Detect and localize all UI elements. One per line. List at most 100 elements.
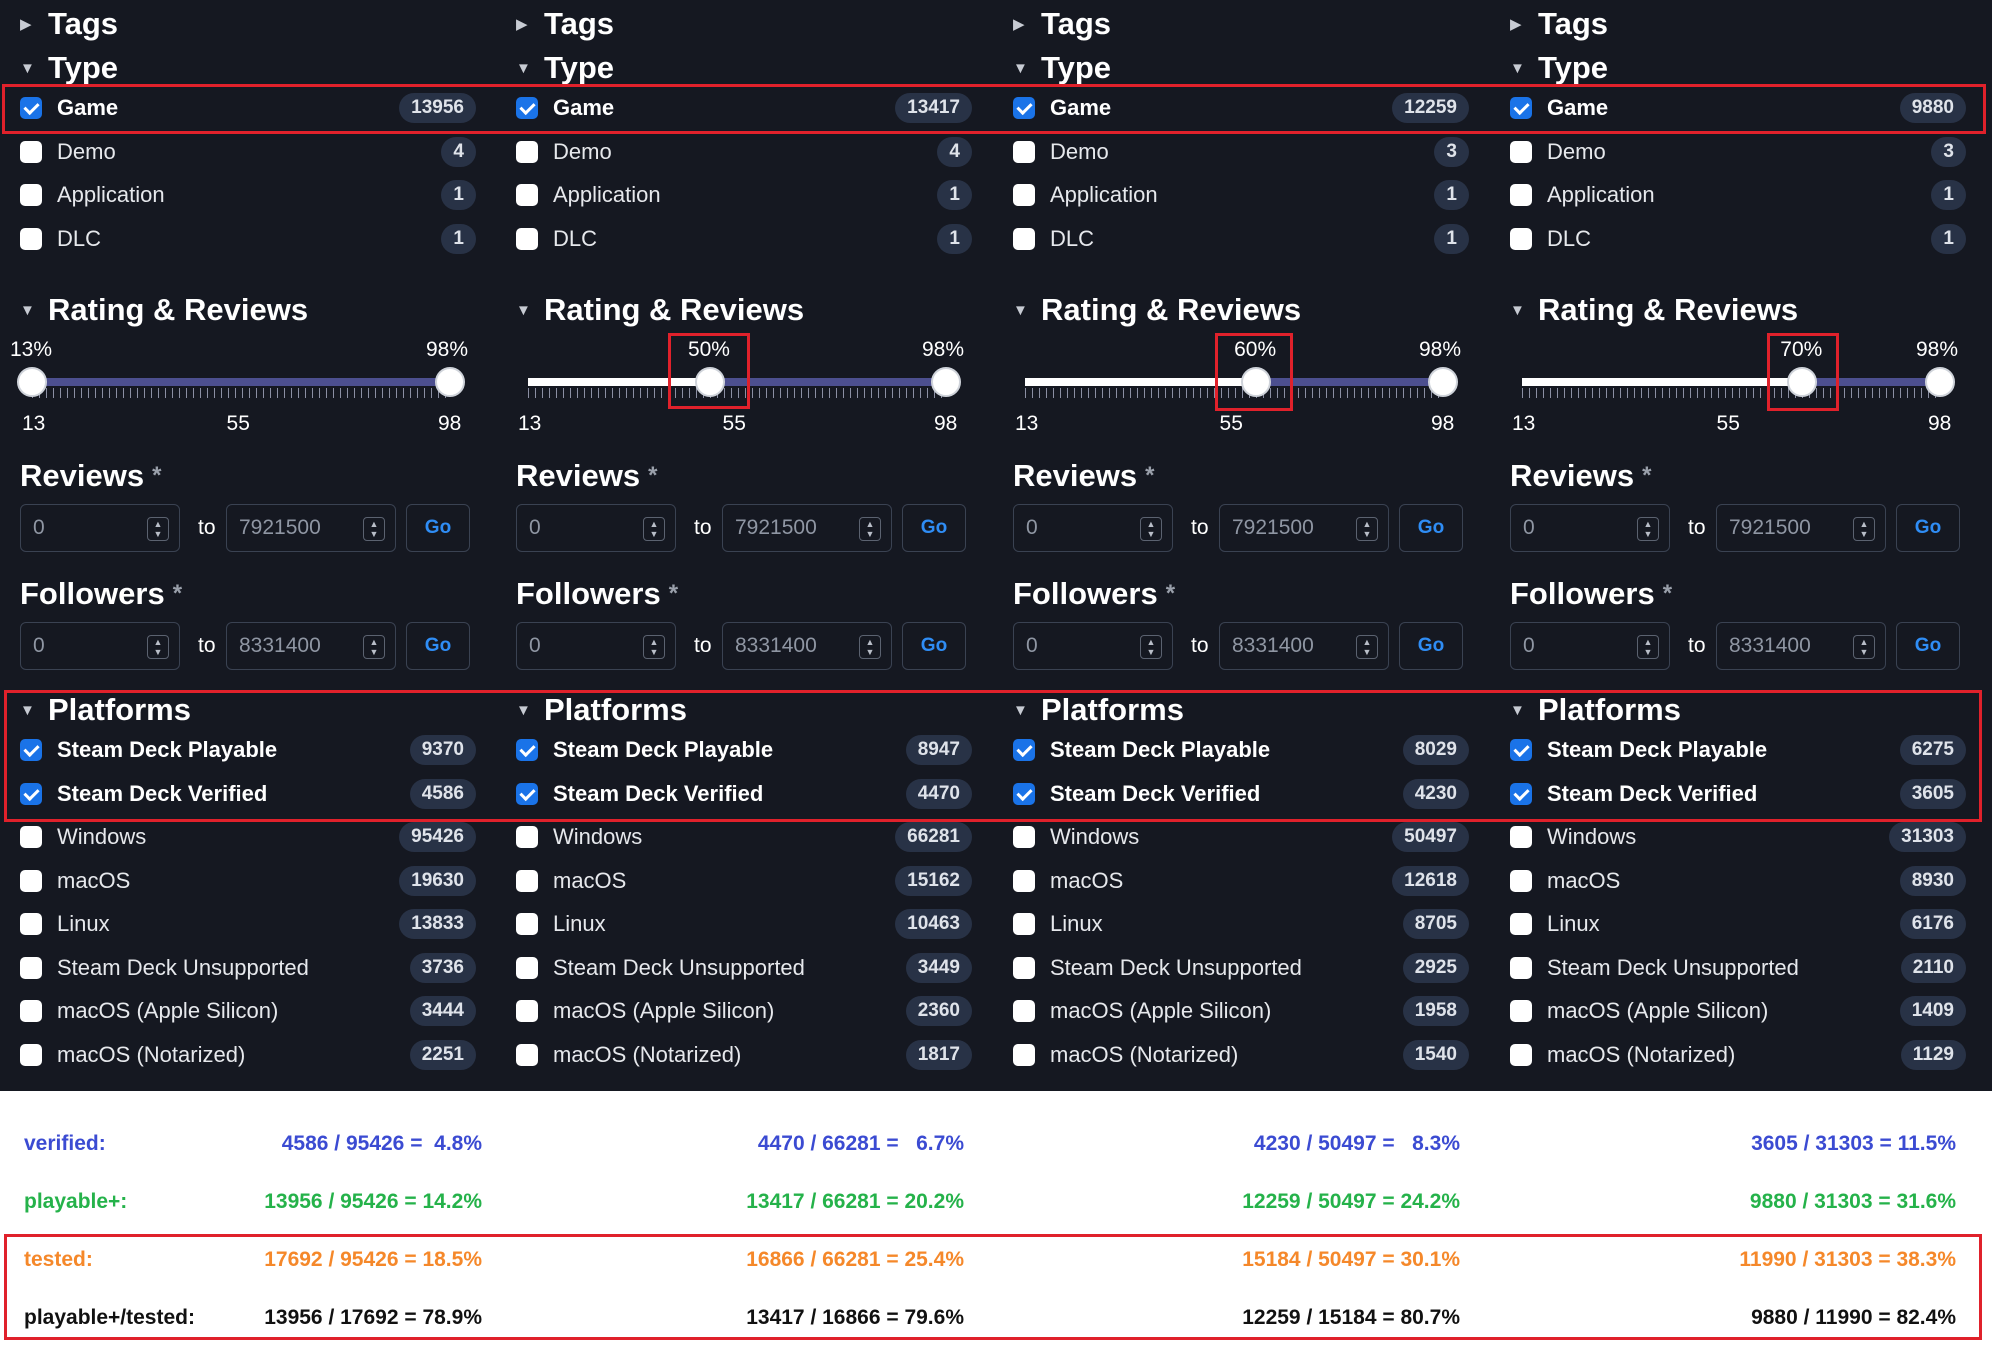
checkbox[interactable] [1510, 140, 1532, 163]
checkbox-checked-icon[interactable] [1013, 782, 1035, 805]
checkbox[interactable] [1013, 1043, 1035, 1066]
spinner-icon[interactable]: ▲ ▼ [147, 635, 169, 659]
checkbox-checked-icon[interactable] [20, 739, 42, 761]
platforms-filter-option[interactable]: Steam Deck Verified 3605 [1510, 774, 1966, 814]
platforms-filter-option[interactable]: macOS (Notarized) 1129 [1510, 1035, 1966, 1075]
platforms-filter-option[interactable]: Steam Deck Verified 4230 [1013, 774, 1469, 814]
type-section-header[interactable]: ▼ Type [1510, 50, 1608, 86]
platforms-filter-option[interactable]: Steam Deck Unsupported 3736 [20, 948, 476, 988]
checkbox[interactable] [1013, 140, 1035, 163]
rating-slider-track[interactable] [1025, 378, 1443, 386]
platforms-filter-option[interactable]: Steam Deck Unsupported 2110 [1510, 948, 1966, 988]
platforms-filter-option[interactable]: macOS (Notarized) 2251 [20, 1035, 476, 1075]
checkbox[interactable] [516, 140, 538, 163]
type-filter-option[interactable]: Demo 4 [20, 132, 476, 172]
reviews-go-button[interactable]: Go [1896, 504, 1960, 552]
spinner-icon[interactable]: ▲ ▼ [643, 517, 665, 541]
checkbox[interactable] [1013, 184, 1035, 206]
checkbox-checked-icon[interactable] [1013, 739, 1035, 761]
rating-min-handle[interactable] [17, 367, 47, 397]
reviews-from-input[interactable]: 0 ▲ ▼ [1510, 504, 1670, 552]
followers-to-input[interactable]: 8331400 ▲ ▼ [1716, 622, 1886, 670]
rating-min-handle[interactable] [1241, 367, 1272, 397]
checkbox[interactable] [20, 1043, 42, 1066]
checkbox-checked-icon[interactable] [20, 97, 42, 119]
rating-section-header[interactable]: ▼ Rating & Reviews [20, 292, 308, 328]
followers-go-button[interactable]: Go [1896, 622, 1960, 670]
checkbox[interactable] [1013, 913, 1035, 935]
reviews-to-input[interactable]: 7921500 ▲ ▼ [1219, 504, 1389, 552]
spinner-icon[interactable]: ▲ ▼ [859, 517, 881, 541]
rating-section-header[interactable]: ▼ Rating & Reviews [516, 292, 804, 328]
checkbox[interactable] [516, 869, 538, 892]
tags-section-header[interactable]: ▶ Tags [516, 6, 614, 42]
platforms-filter-option[interactable]: Steam Deck Playable 6275 [1510, 730, 1966, 770]
checkbox[interactable] [1510, 869, 1532, 892]
rating-section-header[interactable]: ▼ Rating & Reviews [1510, 292, 1798, 328]
reviews-go-button[interactable]: Go [1399, 504, 1463, 552]
platforms-filter-option[interactable]: Steam Deck Playable 8947 [516, 730, 972, 770]
checkbox[interactable] [1013, 956, 1035, 979]
followers-go-button[interactable]: Go [1399, 622, 1463, 670]
checkbox[interactable] [1510, 1000, 1532, 1022]
reviews-from-input[interactable]: 0 ▲ ▼ [1013, 504, 1173, 552]
type-filter-option[interactable]: DLC 1 [1013, 219, 1469, 259]
checkbox[interactable] [20, 140, 42, 163]
checkbox-checked-icon[interactable] [1013, 97, 1035, 119]
checkbox[interactable] [516, 913, 538, 935]
platforms-filter-option[interactable]: Windows 95426 [20, 817, 476, 857]
platforms-filter-option[interactable]: Windows 50497 [1013, 817, 1469, 857]
type-filter-option[interactable]: DLC 1 [1510, 219, 1966, 259]
reviews-go-button[interactable]: Go [406, 504, 470, 552]
type-filter-option[interactable]: Game 13956 [20, 88, 476, 128]
platforms-section-header[interactable]: ▼ Platforms [20, 692, 191, 728]
spinner-icon[interactable]: ▲ ▼ [1140, 635, 1162, 659]
rating-max-handle[interactable] [435, 367, 465, 397]
rating-section-header[interactable]: ▼ Rating & Reviews [1013, 292, 1301, 328]
platforms-filter-option[interactable]: macOS (Notarized) 1817 [516, 1035, 972, 1075]
followers-from-input[interactable]: 0 ▲ ▼ [1510, 622, 1670, 670]
type-section-header[interactable]: ▼ Type [1013, 50, 1111, 86]
type-filter-option[interactable]: Demo 4 [516, 132, 972, 172]
platforms-filter-option[interactable]: Steam Deck Verified 4470 [516, 774, 972, 814]
spinner-icon[interactable]: ▲ ▼ [363, 635, 385, 659]
rating-max-handle[interactable] [931, 367, 961, 397]
checkbox[interactable] [1013, 826, 1035, 848]
rating-slider-track[interactable] [528, 378, 946, 386]
checkbox-checked-icon[interactable] [516, 97, 538, 119]
spinner-icon[interactable]: ▲ ▼ [1356, 635, 1378, 659]
checkbox[interactable] [516, 1043, 538, 1066]
checkbox[interactable] [516, 1000, 538, 1022]
type-section-header[interactable]: ▼ Type [20, 50, 118, 86]
checkbox-checked-icon[interactable] [516, 782, 538, 805]
rating-min-handle[interactable] [694, 367, 725, 397]
checkbox-checked-icon[interactable] [516, 739, 538, 761]
type-filter-option[interactable]: DLC 1 [20, 219, 476, 259]
platforms-section-header[interactable]: ▼ Platforms [1013, 692, 1184, 728]
followers-go-button[interactable]: Go [406, 622, 470, 670]
followers-go-button[interactable]: Go [902, 622, 966, 670]
checkbox-checked-icon[interactable] [20, 782, 42, 805]
platforms-filter-option[interactable]: macOS (Apple Silicon) 1409 [1510, 991, 1966, 1031]
checkbox[interactable] [20, 227, 42, 250]
checkbox[interactable] [1510, 1043, 1532, 1066]
checkbox[interactable] [20, 956, 42, 979]
platforms-filter-option[interactable]: macOS (Notarized) 1540 [1013, 1035, 1469, 1075]
followers-from-input[interactable]: 0 ▲ ▼ [516, 622, 676, 670]
checkbox[interactable] [20, 913, 42, 935]
checkbox[interactable] [1510, 826, 1532, 848]
platforms-filter-option[interactable]: macOS 8930 [1510, 861, 1966, 901]
type-filter-option[interactable]: DLC 1 [516, 219, 972, 259]
platforms-filter-option[interactable]: Linux 8705 [1013, 904, 1469, 944]
type-filter-option[interactable]: Application 1 [516, 175, 972, 215]
rating-min-handle[interactable] [1787, 367, 1818, 397]
type-filter-option[interactable]: Application 1 [1510, 175, 1966, 215]
followers-to-input[interactable]: 8331400 ▲ ▼ [1219, 622, 1389, 670]
platforms-filter-option[interactable]: macOS 12618 [1013, 861, 1469, 901]
spinner-icon[interactable]: ▲ ▼ [147, 517, 169, 541]
tags-section-header[interactable]: ▶ Tags [1510, 6, 1608, 42]
spinner-icon[interactable]: ▲ ▼ [1853, 635, 1875, 659]
checkbox[interactable] [1013, 1000, 1035, 1022]
checkbox[interactable] [20, 184, 42, 206]
checkbox-checked-icon[interactable] [1510, 97, 1532, 119]
